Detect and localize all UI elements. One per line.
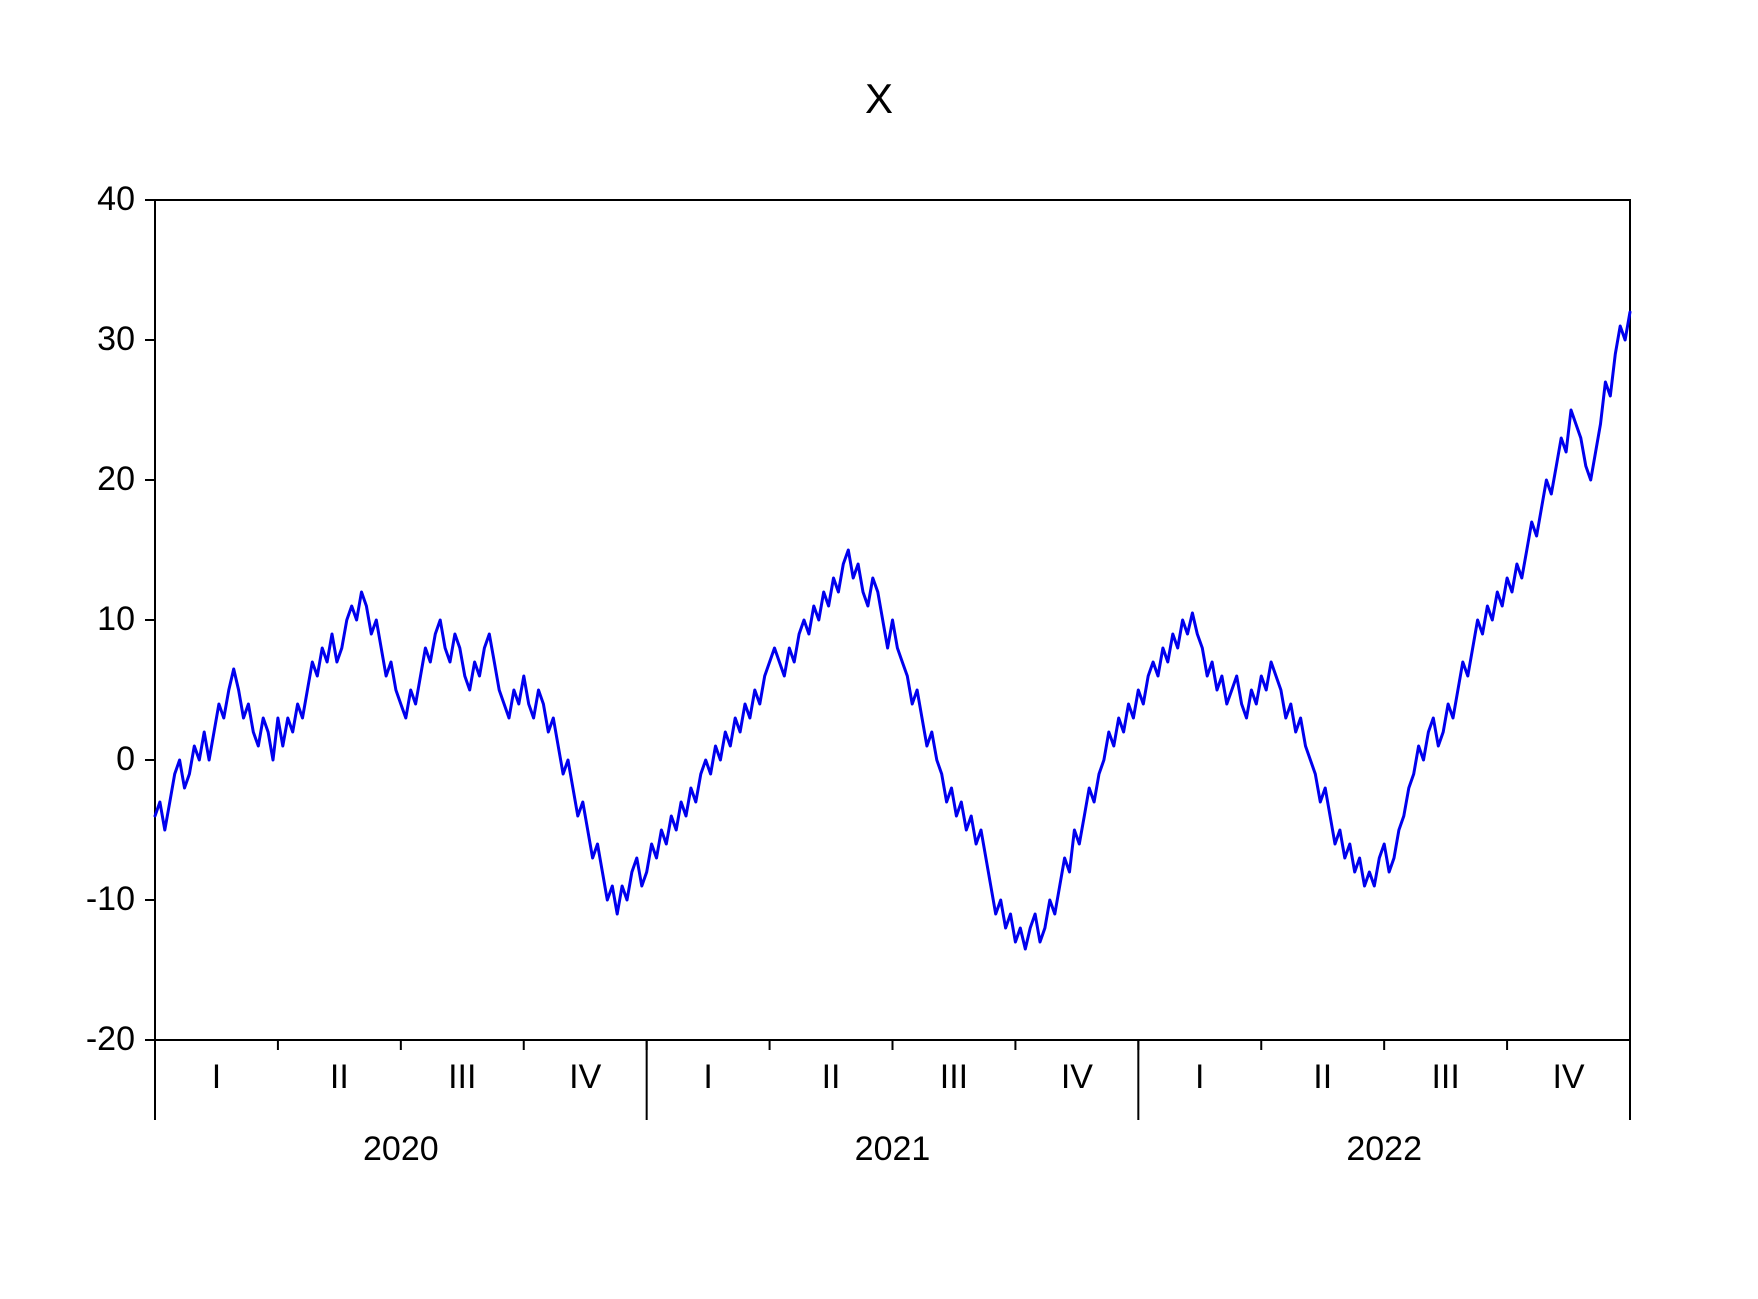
- chart-container: X -20-10010203040 IIIIIIIVIIIIIIIVIIIIII…: [0, 0, 1758, 1299]
- chart-svg: [0, 0, 1758, 1299]
